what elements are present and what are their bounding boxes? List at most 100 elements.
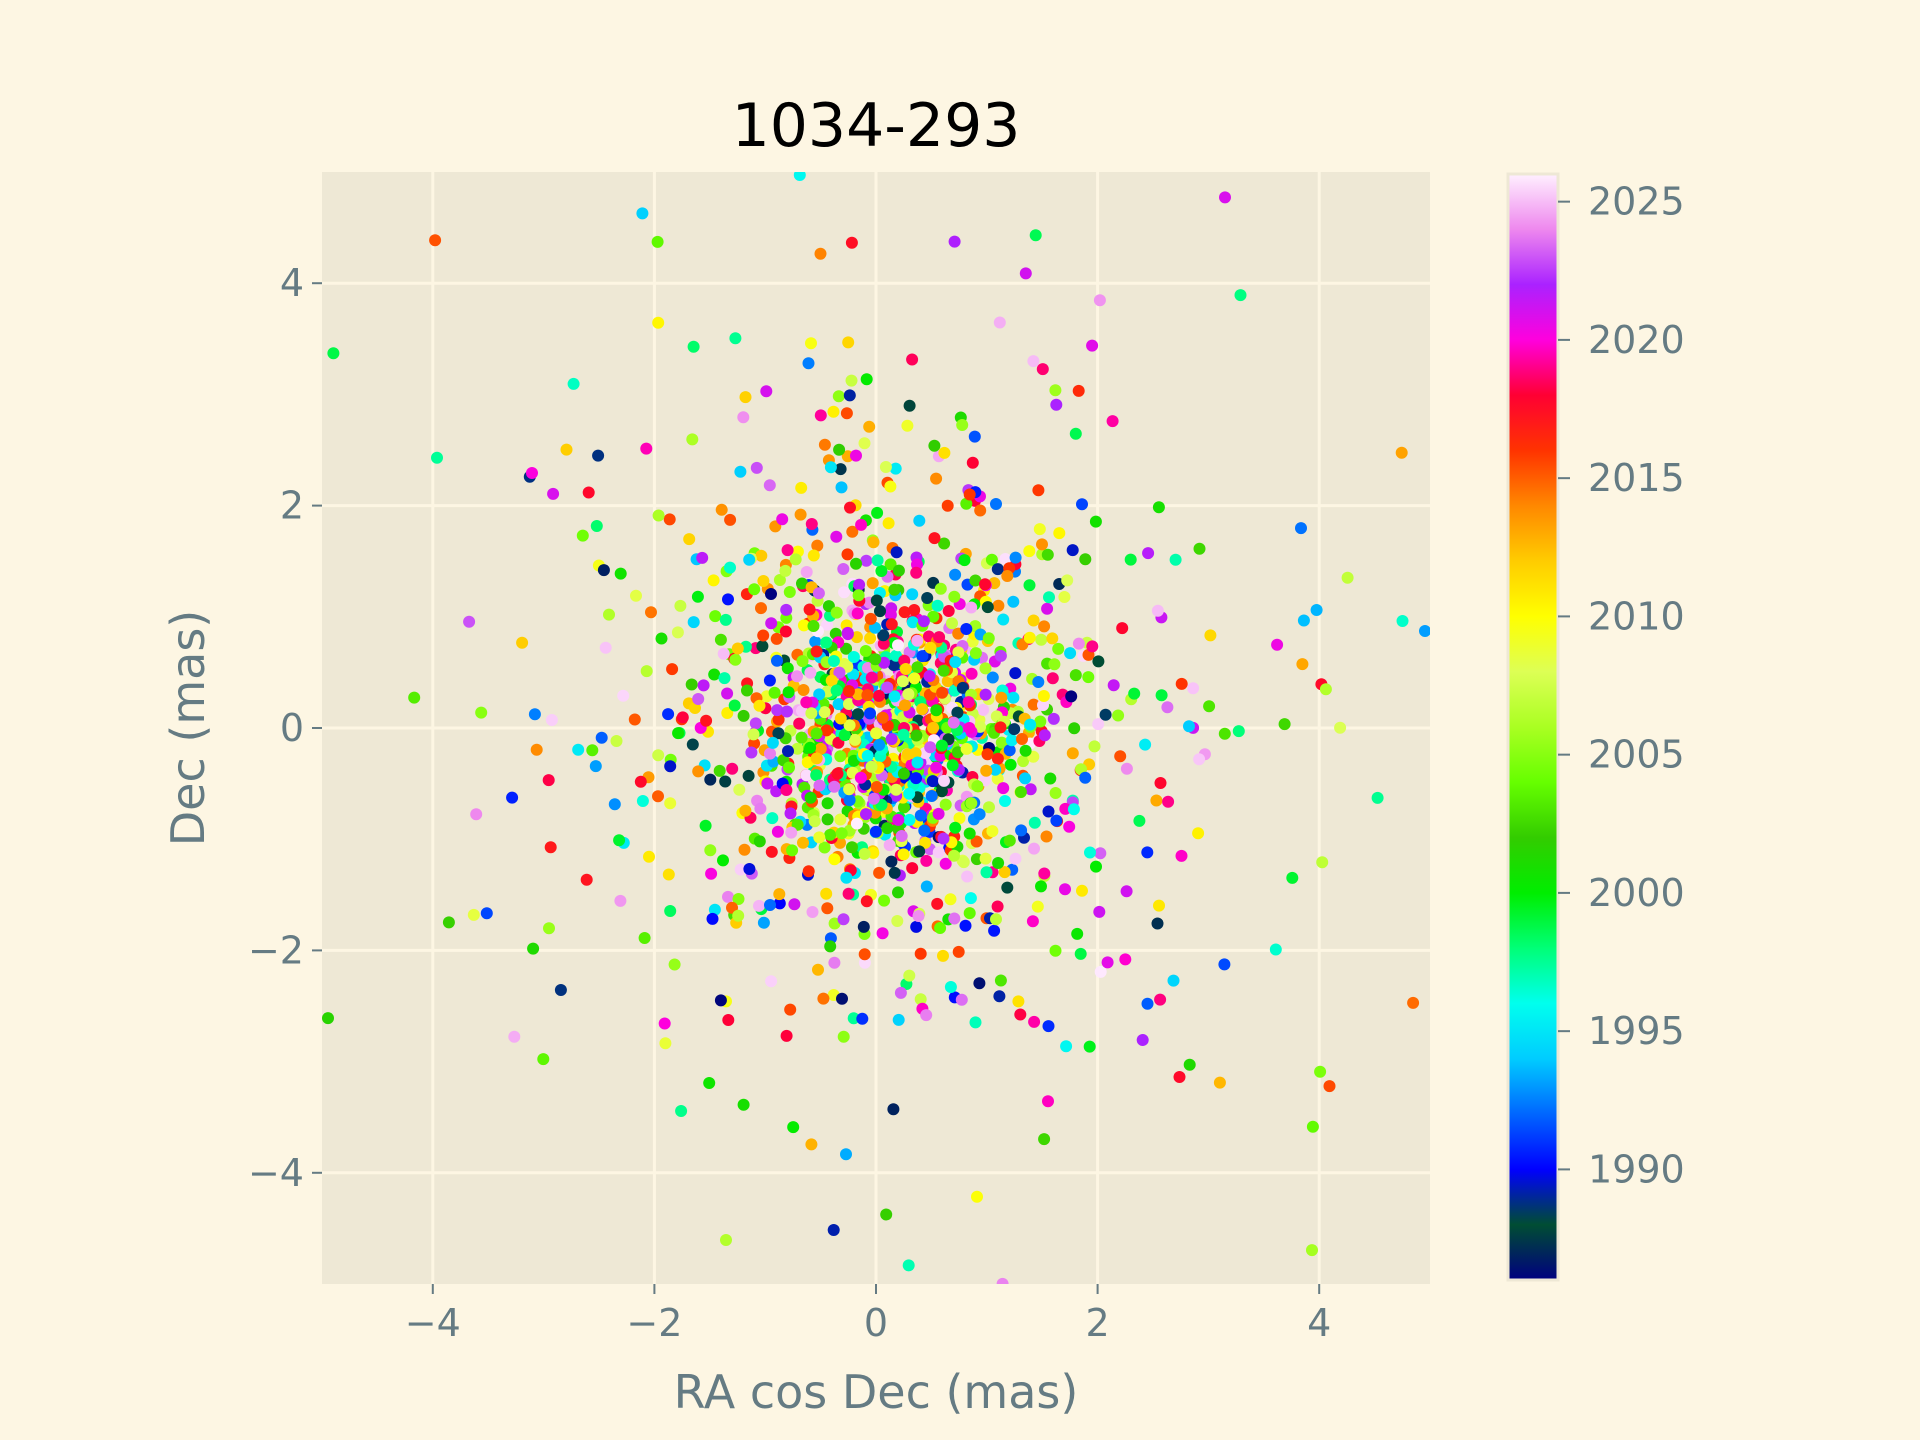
scatter-point: [870, 594, 883, 607]
scatter-point: [970, 835, 983, 848]
scatter-point: [920, 1009, 933, 1022]
scatter-point: [1041, 602, 1054, 615]
scatter-point: [808, 815, 821, 828]
scatter-point: [889, 462, 902, 475]
scatter-point: [1035, 633, 1048, 646]
scatter-point: [475, 706, 488, 719]
scatter-point: [834, 712, 847, 725]
scatter-point: [659, 1037, 672, 1050]
scatter-point: [867, 792, 880, 805]
scatter-point: [697, 679, 710, 692]
scatter-point: [971, 780, 984, 793]
scatter-point: [818, 438, 831, 451]
scatter-point: [979, 662, 992, 675]
colorbar-tick-label: 1990: [1588, 1147, 1685, 1191]
scatter-point: [714, 994, 727, 1007]
scatter-point: [986, 671, 999, 684]
scatter-point: [985, 553, 998, 566]
scatter-point: [1219, 191, 1231, 204]
scatter-point: [545, 714, 558, 726]
scatter-point: [919, 836, 932, 849]
x-tick-label: 2: [1086, 1301, 1110, 1345]
scatter-point: [1019, 744, 1032, 757]
scatter-point: [780, 1029, 793, 1042]
scatter-point: [831, 767, 844, 780]
scatter-point: [580, 873, 593, 886]
scatter-point: [729, 653, 742, 666]
scatter-point: [1033, 523, 1046, 536]
scatter-point: [849, 733, 861, 746]
scatter-point: [802, 865, 815, 878]
scatter-point: [784, 1003, 797, 1016]
scatter-point: [773, 897, 786, 910]
colorbar-tick-label: 2015: [1588, 456, 1685, 500]
scatter-point: [944, 981, 957, 993]
scatter-point: [722, 1014, 735, 1026]
scatter-point: [804, 666, 817, 679]
scatter-point: [863, 420, 876, 433]
scatter-point: [820, 724, 833, 737]
scatter-point: [986, 825, 999, 838]
scatter-point: [949, 821, 962, 834]
scatter-point: [902, 1259, 915, 1272]
scatter-point: [813, 831, 826, 844]
scatter-point: [964, 892, 977, 905]
colorbar-tick-label: 1995: [1588, 1009, 1685, 1053]
scatter-point: [1173, 1071, 1186, 1083]
scatter-point: [941, 675, 954, 688]
scatter-point: [797, 684, 810, 696]
scatter-point: [707, 574, 720, 587]
scatter-point: [834, 463, 847, 476]
scatter-point: [917, 615, 930, 628]
scatter-point: [1218, 727, 1231, 740]
scatter-point: [807, 620, 820, 632]
colorbar-ticks: 1990 1995 2000 2005 2010 2015 2020 2025: [1558, 180, 1685, 1191]
scatter-point: [981, 748, 994, 761]
scatter-point: [906, 588, 919, 601]
y-axis-label: Dec (mas): [161, 610, 215, 847]
scatter-point: [676, 711, 689, 724]
scatter-point: [906, 353, 919, 366]
scatter-point: [892, 1013, 905, 1026]
y-tick-label: −4: [248, 1151, 304, 1195]
scatter-point: [830, 530, 843, 543]
scatter-point: [1161, 701, 1174, 714]
scatter-point: [1065, 690, 1078, 703]
scatter-point: [927, 721, 940, 734]
scatter-point: [910, 729, 923, 742]
scatter-point: [883, 839, 896, 852]
scatter-point: [931, 599, 944, 612]
scatter-point: [906, 616, 919, 629]
scatter-point: [795, 481, 808, 494]
scatter-point: [925, 790, 938, 802]
scatter-point: [715, 503, 728, 516]
scatter-point: [994, 974, 1007, 987]
scatter-point: [838, 729, 851, 742]
scatter-point: [885, 618, 898, 631]
scatter-point: [875, 565, 888, 577]
scatter-point: [910, 920, 923, 933]
scatter-point: [603, 608, 615, 621]
scatter-point: [1193, 753, 1206, 766]
scatter-point: [610, 735, 623, 747]
scatter-point: [1093, 905, 1106, 918]
scatter-point: [787, 1121, 800, 1134]
scatter-point: [1114, 750, 1127, 763]
scatter-point: [951, 706, 964, 719]
scatter-point: [1042, 1095, 1054, 1108]
scatter-point: [965, 797, 978, 810]
scatter-point: [968, 430, 981, 443]
scatter-point: [827, 655, 840, 667]
scatter-point: [797, 619, 810, 632]
scatter-point: [994, 721, 1007, 734]
scatter-point: [1192, 827, 1205, 840]
scatter-point: [1007, 595, 1020, 608]
scatter-point: [795, 731, 808, 744]
scatter-point: [714, 633, 727, 646]
scatter-point: [930, 761, 943, 774]
scatter-point: [939, 798, 952, 811]
scatter-point: [734, 465, 747, 478]
scatter-point: [1151, 917, 1164, 930]
scatter-point: [902, 688, 915, 701]
scatter-point: [630, 589, 642, 602]
